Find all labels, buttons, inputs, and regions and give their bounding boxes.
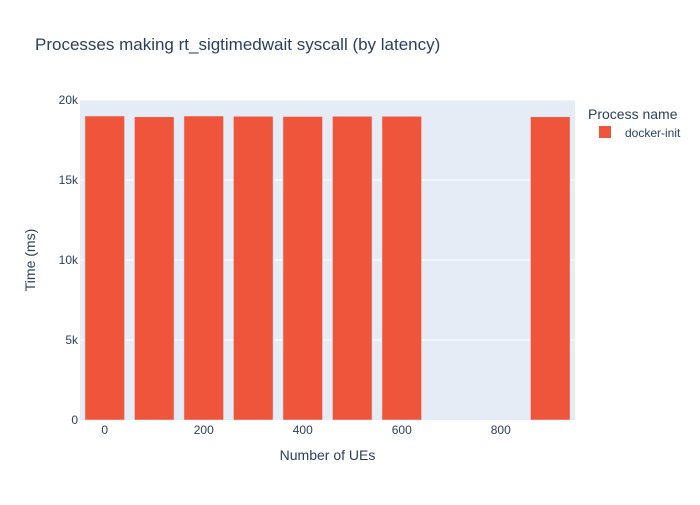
legend-title: Process name — [588, 106, 678, 122]
bar[interactable] — [183, 115, 224, 421]
bar[interactable] — [282, 116, 323, 421]
bar[interactable] — [84, 115, 125, 421]
y-tick-label: 0 — [71, 413, 78, 427]
bar[interactable] — [530, 116, 571, 421]
bar[interactable] — [233, 116, 274, 421]
y-tick-label: 20k — [59, 93, 79, 107]
bar[interactable] — [332, 116, 373, 421]
x-tick-label: 400 — [293, 423, 313, 437]
y-axis-label: Time (ms) — [22, 229, 38, 291]
y-tick-label: 15k — [59, 173, 79, 187]
x-tick-label: 800 — [491, 423, 511, 437]
legend-swatch — [599, 126, 611, 138]
x-tick-label: 200 — [194, 423, 214, 437]
y-tick-label: 5k — [65, 333, 79, 347]
legend-label: docker-init — [625, 126, 681, 140]
x-tick-label: 600 — [392, 423, 412, 437]
bar[interactable] — [381, 116, 422, 421]
bar[interactable] — [134, 116, 175, 421]
y-axis-ticks: 0 5k 10k 15k 20k — [59, 93, 79, 427]
x-tick-label: 0 — [101, 423, 108, 437]
legend-item-docker-init[interactable]: docker-init — [599, 126, 681, 140]
chart-title: Processes making rt_sigtimedwait syscall… — [35, 35, 440, 54]
bars — [84, 115, 571, 421]
y-tick-label: 10k — [59, 253, 79, 267]
x-axis-label: Number of UEs — [280, 447, 376, 463]
legend: Process name docker-init — [588, 106, 681, 140]
x-axis-ticks: 0 200 400 600 800 — [101, 423, 511, 437]
